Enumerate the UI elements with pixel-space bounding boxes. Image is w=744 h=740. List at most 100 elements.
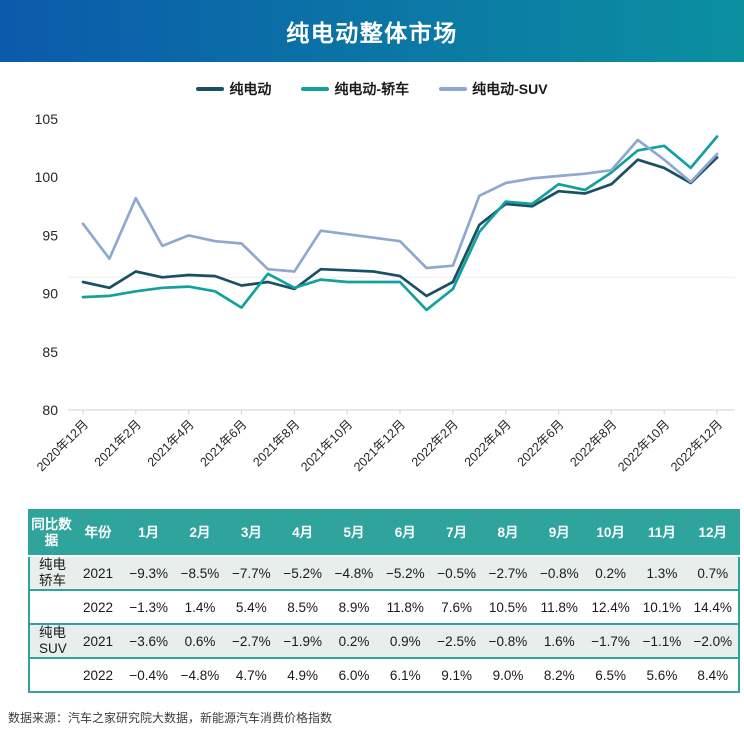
value-cell: 6.5% xyxy=(584,657,637,692)
y-axis-label: 80 xyxy=(42,402,58,418)
table-header-cell: 6月 xyxy=(379,510,431,557)
value-cell: 0.7% xyxy=(697,565,729,581)
table-header-cell: 11月 xyxy=(636,510,688,557)
value-cell: 9.0% xyxy=(482,657,534,692)
table-header-cell: 5月 xyxy=(328,510,380,557)
table-header-cell: 同比数据 xyxy=(29,510,73,557)
y-axis-label: 100 xyxy=(35,169,59,185)
table-header-cell: 2月 xyxy=(174,510,226,557)
value-cell: −4.8% xyxy=(174,657,226,692)
value-cell: 0.2% xyxy=(595,565,626,581)
value-cell: 8.4% xyxy=(687,657,739,692)
table-row: 2022 −0.4% −4.8% 4.7% 4.9% 6.0% 6.1% 9.1% 9.0% 8.… xyxy=(29,657,739,692)
value-cell: −5.2% xyxy=(385,565,425,581)
value-cell: −0.8% xyxy=(482,623,534,658)
yoy-data-table: 同比数据 年份 1月 2月 3月 4月 5月 6月 7月 8月 9月 10月 11月 12月 纯电轿车 20… xyxy=(28,509,740,693)
value-cell: 10.5% xyxy=(482,589,534,624)
value-cell: −1.1% xyxy=(636,623,688,658)
value-cell: 1.6% xyxy=(533,623,585,658)
legend-item-0: 纯电动 xyxy=(196,79,271,99)
value-cell: 5.6% xyxy=(636,657,688,692)
value-cell: 6.0% xyxy=(328,657,380,692)
table-row: 2022 −1.3% 1.4% 5.4% 8.5% 8.9% 11.8% 7.6% 10.5% 1… xyxy=(29,589,739,624)
x-axis-label: 2022年12月 xyxy=(668,417,725,474)
value-cell: 4.9% xyxy=(276,657,329,692)
value-cell: 6.1% xyxy=(379,657,431,692)
value-cell: 4.7% xyxy=(225,657,277,692)
table-header: 同比数据 年份 1月 2月 3月 4月 5月 6月 7月 8月 9月 10月 11月 12月 xyxy=(29,510,739,557)
value-cell: −2.7% xyxy=(225,623,277,658)
value-cell: −0.4% xyxy=(123,657,175,692)
table-header-cell: 7月 xyxy=(430,510,483,557)
value-cell: 10.1% xyxy=(636,589,688,624)
table-row: 纯电轿车 2021 −9.3% −8.5% −7.7% −5.2% −4.8% −5.2% −0… xyxy=(29,556,739,590)
value-cell: 5.4% xyxy=(225,589,277,624)
page-title: 纯电动整体市场 xyxy=(286,20,458,46)
value-cell: 8.9% xyxy=(328,589,380,624)
x-axis-label: 2020年12月 xyxy=(34,417,91,474)
table-header-cell: 4月 xyxy=(276,510,329,557)
value-cell: −4.8% xyxy=(334,565,374,581)
legend-swatch-icon xyxy=(301,87,330,91)
value-cell: −5.2% xyxy=(283,565,322,581)
series-line-1 xyxy=(81,135,719,312)
year-cell: 2021 xyxy=(82,565,114,581)
value-cell: 11.8% xyxy=(379,589,431,624)
legend-label: 纯电动-SUV xyxy=(472,81,548,97)
value-cell: −1.7% xyxy=(584,623,637,658)
row-label-cell: 纯电SUV xyxy=(29,623,73,658)
x-axis-label: 2021年8月 xyxy=(250,417,302,469)
value-cell: −1.3% xyxy=(123,589,175,624)
y-axis-label: 95 xyxy=(42,227,58,243)
table-header-cell: 12月 xyxy=(687,510,739,557)
table-header-cell: 10月 xyxy=(584,510,637,557)
x-axis-label: 2021年6月 xyxy=(197,417,249,469)
table-header-cell: 8月 xyxy=(482,510,534,557)
y-axis-label: 105 xyxy=(35,111,59,127)
y-axis-label: 90 xyxy=(42,286,58,302)
value-cell: 0.2% xyxy=(328,623,380,658)
legend-swatch-icon xyxy=(196,87,225,91)
value-cell: −2.7% xyxy=(488,565,528,581)
x-axis-label: 2022年4月 xyxy=(462,417,514,469)
legend-item-2: 纯电动-SUV xyxy=(439,79,548,99)
value-cell: 8.5% xyxy=(276,589,329,624)
x-axis-label: 2021年4月 xyxy=(145,417,197,469)
year-cell: 2022 xyxy=(73,589,123,624)
value-cell: 14.4% xyxy=(687,589,739,624)
value-cell: 11.8% xyxy=(533,589,585,624)
title-bar: 纯电动整体市场 xyxy=(0,0,744,62)
x-axis-label: 2021年10月 xyxy=(298,417,355,474)
year-cell: 2022 xyxy=(73,657,123,692)
row-label-cell xyxy=(29,589,73,624)
legend-item-1: 纯电动-轿车 xyxy=(301,79,409,99)
x-axis-label: 2021年2月 xyxy=(92,417,144,469)
value-cell: −7.7% xyxy=(231,565,271,581)
series-line-2 xyxy=(81,138,719,273)
value-cell: −0.8% xyxy=(539,565,579,581)
row-label-cell: 纯电轿车 xyxy=(39,557,66,588)
x-axis-label: 2022年10月 xyxy=(615,417,672,474)
value-cell: −1.9% xyxy=(276,623,329,658)
value-cell: −8.5% xyxy=(180,565,220,581)
table-header-cell: 3月 xyxy=(225,510,277,557)
table-header-cell: 1月 xyxy=(123,510,175,557)
table-header-cell: 年份 xyxy=(73,510,123,557)
data-source-note: 数据来源：汽车之家研究院大数据，新能源汽车消费价格指数 xyxy=(8,711,333,725)
legend-label: 纯电动 xyxy=(229,81,272,97)
value-cell: −2.0% xyxy=(687,623,739,658)
chart-legend: 纯电动 纯电动-轿车 纯电动-SUV xyxy=(0,78,744,100)
legend-label: 纯电动-轿车 xyxy=(334,81,410,97)
value-cell: 8.2% xyxy=(533,657,585,692)
value-cell: −9.3% xyxy=(129,565,168,581)
value-cell: 1.4% xyxy=(174,589,226,624)
value-cell: −2.5% xyxy=(430,623,483,658)
value-cell: −0.5% xyxy=(437,565,476,581)
value-cell: 0.9% xyxy=(379,623,431,658)
table-header-cell: 9月 xyxy=(533,510,585,557)
value-cell: 9.1% xyxy=(430,657,483,692)
x-axis-label: 2022年2月 xyxy=(409,417,461,469)
year-cell: 2021 xyxy=(73,623,123,658)
value-cell: −3.6% xyxy=(123,623,175,658)
